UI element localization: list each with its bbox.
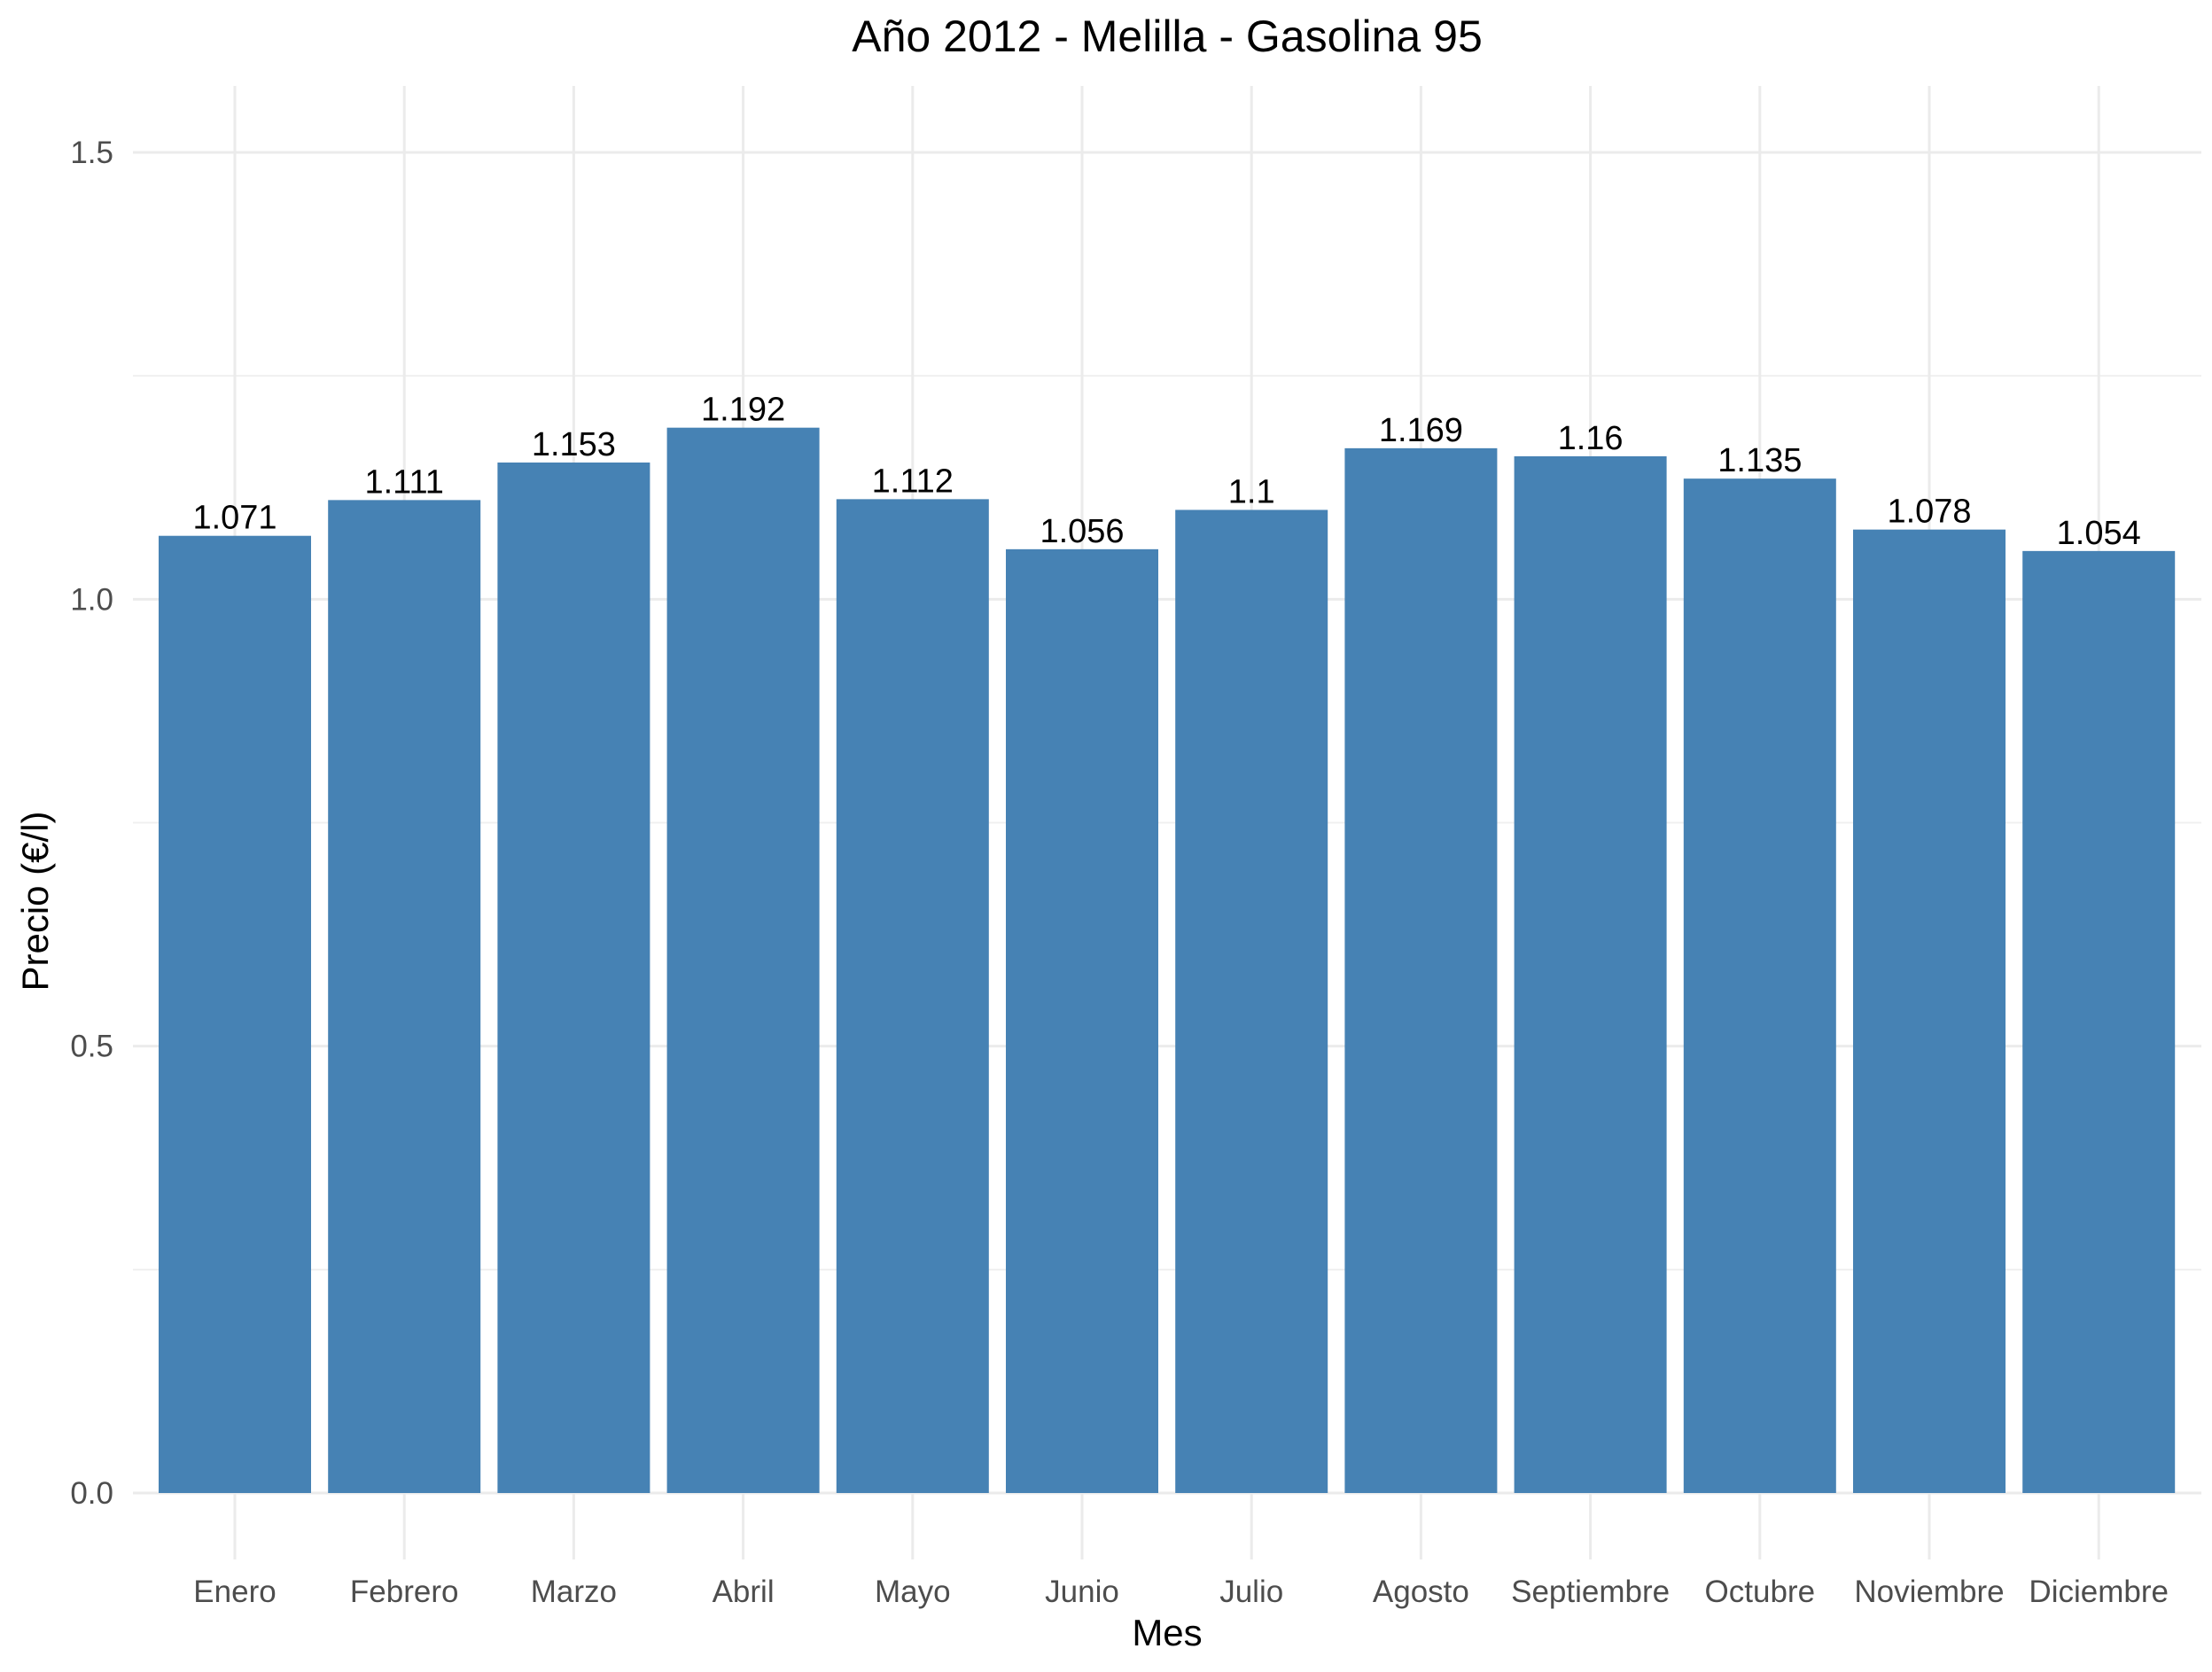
y-tick-label: 1.5 — [70, 136, 113, 170]
bar-octubre — [1683, 478, 1836, 1493]
y-axis-ticks: 0.0 0.5 1.0 1.5 — [70, 136, 113, 1511]
bar-mayo — [836, 499, 989, 1493]
bar-julio — [1175, 509, 1328, 1493]
chart-title: Año 2012 - Melilla - Gasolina 95 — [852, 12, 1483, 61]
y-tick-label: 1.0 — [70, 582, 113, 617]
data-label: 1.1 — [1228, 473, 1275, 510]
data-label: 1.135 — [1717, 442, 1802, 479]
data-label: 1.153 — [532, 426, 616, 463]
data-labels: 1.071 1.111 1.153 1.192 1.112 1.056 1.1 1.169 1.… — [192, 392, 2140, 552]
data-label: 1.192 — [701, 392, 785, 429]
data-label: 1.078 — [1887, 494, 1971, 531]
x-tick-label: Diciembre — [2029, 1575, 2169, 1609]
bar-noviembre — [1853, 529, 2006, 1493]
bar-marzo — [497, 463, 650, 1493]
x-axis-ticks: Enero Febrero Marzo Abril Mayo Junio Julio Agos… — [193, 1575, 2169, 1609]
y-axis-title: Precio (€/l) — [14, 811, 56, 991]
bar-febrero — [328, 500, 481, 1493]
x-tick-label: Noviembre — [1854, 1575, 2004, 1609]
x-tick-label: Abril — [713, 1575, 775, 1609]
data-label: 1.112 — [872, 463, 954, 500]
x-tick-label: Agosto — [1373, 1575, 1469, 1609]
bar-abril — [666, 427, 820, 1494]
x-axis-title: Mes — [1132, 1612, 1202, 1653]
data-label: 1.16 — [1558, 420, 1624, 457]
x-tick-label: Enero — [193, 1575, 276, 1609]
x-tick-label: Marzo — [531, 1575, 617, 1609]
x-tick-label: Septiembre — [1511, 1575, 1670, 1609]
x-tick-label: Mayo — [875, 1575, 951, 1609]
bar-septiembre — [1514, 455, 1667, 1493]
data-label: 1.169 — [1379, 412, 1463, 449]
data-label: 1.071 — [192, 500, 276, 537]
bars — [159, 427, 2176, 1494]
data-label: 1.054 — [2057, 515, 2141, 552]
data-label: 1.111 — [364, 463, 443, 501]
bar-agosto — [1344, 447, 1498, 1493]
y-tick-label: 0.0 — [70, 1476, 113, 1511]
bar-enero — [159, 535, 311, 1493]
data-label: 1.056 — [1040, 513, 1124, 550]
x-tick-label: Octubre — [1705, 1575, 1816, 1609]
x-tick-label: Julio — [1219, 1575, 1283, 1609]
y-tick-label: 0.5 — [70, 1030, 113, 1064]
x-tick-label: Febrero — [350, 1575, 459, 1609]
bar-junio — [1006, 548, 1158, 1493]
x-tick-label: Junio — [1045, 1575, 1119, 1609]
bar-diciembre — [2022, 550, 2176, 1493]
